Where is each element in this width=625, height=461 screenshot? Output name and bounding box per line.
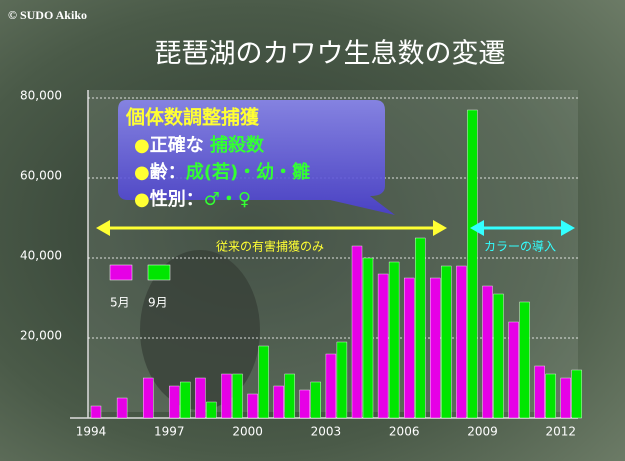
x-tick-label: 1994 [76,425,107,439]
y-tick-label: 60,000 [20,169,62,183]
x-tick-label: 2012 [546,425,577,439]
callout-title: 個体数調整捕獲 [125,106,260,129]
bar [284,373,295,419]
callout-text: 成(若)・幼・雛 [186,161,310,183]
callout-item: ●正確な 捕殺数 [134,134,265,156]
bar [519,301,530,419]
annotation: 従来の有害捕獲のみ [216,239,324,254]
bar [441,265,452,419]
bar [456,265,467,419]
callout-box [118,100,395,215]
bar [299,389,310,419]
bar [388,261,400,419]
annotation: カラーの導入 [484,240,556,254]
y-tick-label: 20,000 [20,329,62,343]
x-tick-label: 2009 [467,425,498,439]
bar [310,381,321,419]
bar [169,385,180,419]
bar [545,373,556,419]
bar [206,401,217,419]
legend-swatch [147,264,171,281]
bar [116,397,128,419]
bar [273,385,284,419]
x-tick-label: 2000 [232,425,263,439]
callout-text: ● [134,135,150,156]
bar [430,277,441,419]
bar [508,321,519,419]
x-tick-label: 2006 [389,425,420,439]
bar [195,377,206,419]
bar [232,373,243,419]
bar [351,245,363,419]
chart-title: 琵琶湖のカワウ生息数の変遷 [155,39,506,70]
bar [415,237,426,419]
legend-swatch [109,264,133,281]
callout-text: 齢： [150,161,186,183]
callout-text: 性別： [150,188,204,210]
arrow-yellow [96,220,447,236]
x-tick-label: 2003 [311,425,342,439]
callout-text: ● [134,162,150,183]
bar [534,365,545,419]
bar [560,377,571,419]
y-tick-label: 40,000 [20,249,62,263]
bar [362,257,374,419]
callout-text: 正確な [150,134,210,156]
background-shape [140,250,260,410]
callout-item: ●性別：♂・♀ [134,188,251,210]
callout-text: ♂・♀ [204,189,251,210]
bar [325,353,337,419]
copyright: © SUDO Akiko [8,8,87,22]
bar [493,293,504,419]
bar [180,381,191,419]
marks: 20,000 40,000 60,000 80,000 1994 1997 2000 2003… [20,89,582,439]
bar [247,393,258,419]
bar [377,273,389,419]
bar [336,341,348,419]
callout-text: ● [134,189,150,210]
legend-label: 5月 [110,296,130,310]
bar [258,345,269,419]
callout-items: ●正確な 捕殺数●齢：成(若)・幼・雛●性別：♂・♀ [134,134,310,210]
bar [467,109,478,419]
callout-item: ●齢：成(若)・幼・雛 [134,161,310,183]
x-tick-label: 1997 [154,425,185,439]
bar [142,377,154,419]
y-tick-label: 80,000 [20,89,62,103]
arrow-cyan [470,220,575,236]
legend-label: 9月 [148,296,168,310]
bar [221,373,232,419]
bar [90,405,102,419]
bar [571,369,582,419]
callout-text: 捕殺数 [210,134,265,156]
bar [482,285,493,419]
bar [404,277,415,419]
